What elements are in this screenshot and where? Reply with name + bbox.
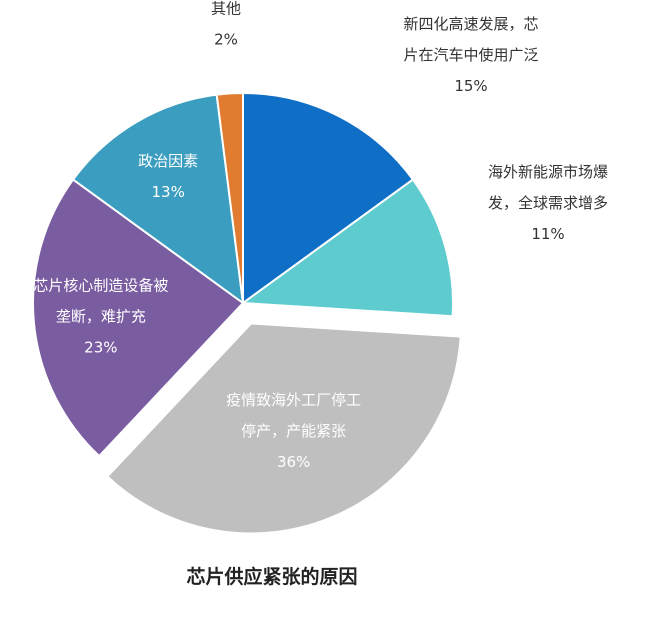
slice-category-label: 政治因素 — [138, 152, 198, 170]
slice-category-label: 垄断，难扩充 — [56, 307, 146, 325]
slice-category-label: 芯片核心制造设备被 — [33, 276, 168, 294]
slice-label-1: 海外新能源市场爆发，全球需求增多 11% — [488, 163, 608, 243]
slice-label-3: 芯片核心制造设备被垄断，难扩充 23% — [33, 276, 168, 356]
slice-label-4: 政治因素 13% — [138, 152, 198, 201]
pie-slice-0 — [242, 91, 415, 305]
slice-label-0: 新四化高速发展，芯片在汽车中使用广泛 15% — [403, 15, 538, 95]
pie-slice-1 — [240, 178, 454, 318]
slice-category-label: 新四化高速发展，芯 — [403, 15, 538, 33]
slice-value-label: 2% — [214, 31, 238, 49]
pie-slice-3 — [32, 178, 245, 458]
slice-label-5: 其他 2% — [211, 0, 241, 49]
pie-slices — [32, 91, 462, 535]
slice-category-label: 其他 — [211, 0, 241, 18]
chart-title: 芯片供应紧张的原因 — [186, 565, 357, 588]
slice-value-label: 11% — [531, 225, 564, 243]
slice-category-label: 发，全球需求增多 — [488, 194, 608, 212]
slice-value-label: 13% — [151, 183, 184, 201]
pie-slice-2 — [105, 322, 462, 535]
slice-category-label: 停产，产能紧张 — [241, 422, 346, 440]
pie-slice-4 — [71, 93, 245, 306]
slice-category-label: 海外新能源市场爆 — [488, 163, 608, 181]
pie-labels: 新四化高速发展，芯片在汽车中使用广泛 15% 海外新能源市场爆发，全球需求增多 11%… — [33, 0, 608, 471]
slice-value-label: 23% — [84, 338, 117, 356]
slice-category-label: 疫情致海外工厂停工 — [226, 391, 361, 409]
slice-value-label: 36% — [277, 453, 310, 471]
slice-category-label: 片在汽车中使用广泛 — [403, 46, 538, 64]
slice-value-label: 15% — [454, 77, 487, 95]
slice-label-2: 疫情致海外工厂停工停产，产能紧张 36% — [226, 391, 361, 471]
pie-slice-5 — [215, 91, 244, 304]
